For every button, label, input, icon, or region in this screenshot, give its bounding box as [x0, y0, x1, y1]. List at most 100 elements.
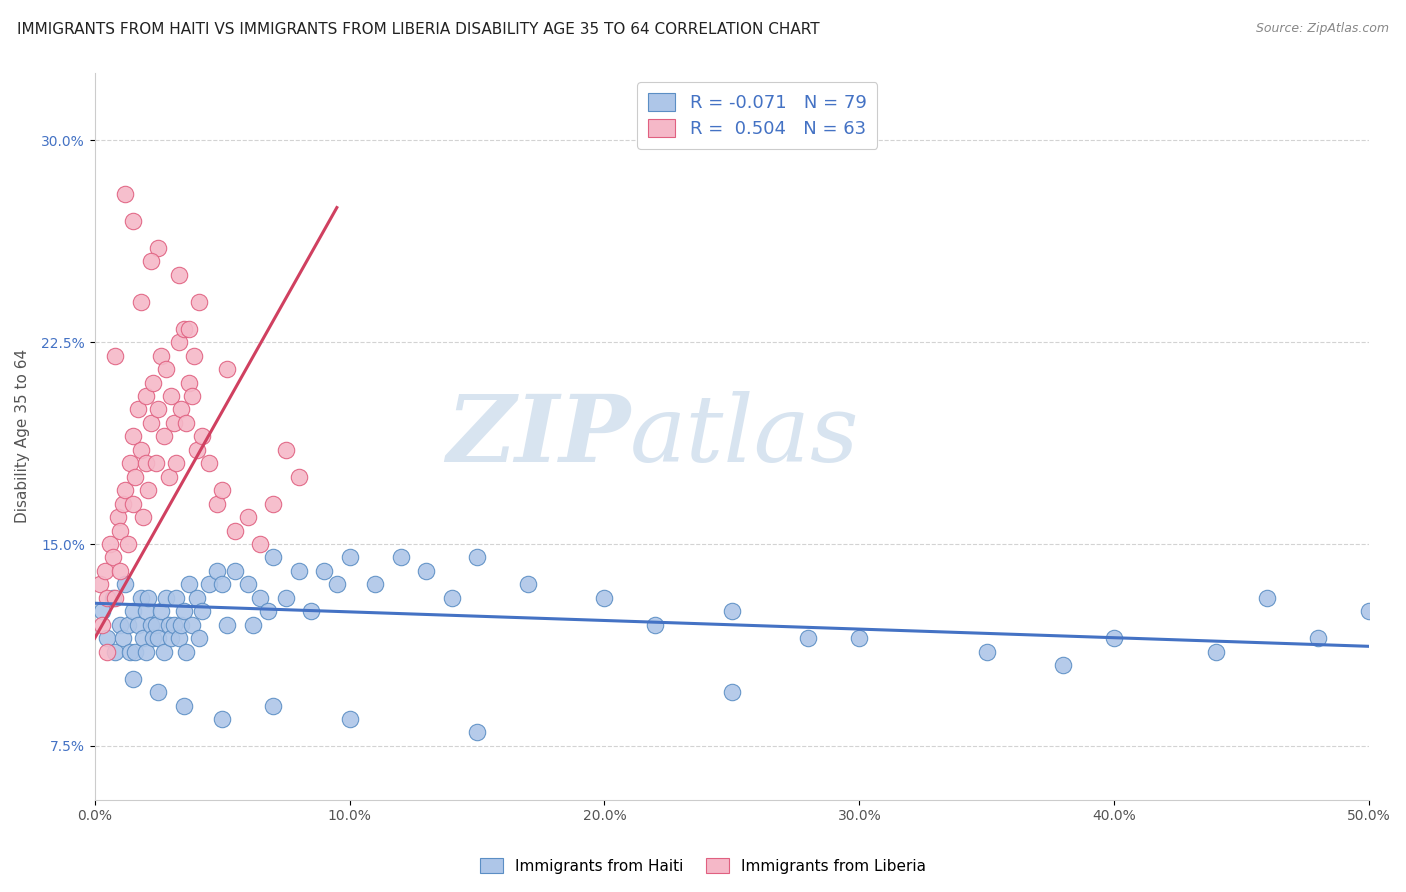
Point [262, 550, 284, 565]
Point [111, 497, 134, 511]
Point [167, 335, 190, 350]
Point [139, 416, 162, 430]
Point [186, 442, 208, 457]
Point [136, 483, 159, 498]
Point [91, 604, 114, 618]
Point [721, 604, 744, 618]
Point [101, 591, 124, 605]
Point [188, 294, 211, 309]
Point [364, 577, 387, 591]
Point [135, 456, 157, 470]
Point [517, 577, 540, 591]
Point [160, 389, 183, 403]
Point [108, 524, 131, 538]
Point [205, 497, 228, 511]
Point [299, 604, 322, 618]
Point [287, 469, 309, 483]
Point [287, 564, 309, 578]
Point [180, 389, 202, 403]
Point [236, 577, 259, 591]
Text: atlas: atlas [630, 392, 859, 482]
Point [465, 725, 488, 739]
Y-axis label: Disability Age 35 to 64: Disability Age 35 to 64 [15, 350, 30, 524]
Point [124, 469, 146, 483]
Point [262, 497, 284, 511]
Point [1205, 645, 1227, 659]
Point [136, 591, 159, 605]
Legend: Immigrants from Haiti, Immigrants from Liberia: Immigrants from Haiti, Immigrants from L… [474, 852, 932, 880]
Point [976, 645, 998, 659]
Point [149, 604, 172, 618]
Point [242, 617, 264, 632]
Point [163, 416, 186, 430]
Point [145, 456, 167, 470]
Point [1308, 632, 1330, 646]
Point [135, 604, 157, 618]
Point [120, 645, 142, 659]
Point [122, 672, 145, 686]
Point [211, 712, 233, 726]
Point [224, 564, 246, 578]
Point [160, 632, 183, 646]
Point [465, 550, 488, 565]
Point [114, 187, 136, 202]
Point [249, 591, 271, 605]
Point [142, 376, 165, 390]
Point [173, 321, 195, 335]
Point [148, 685, 170, 699]
Point [415, 564, 437, 578]
Point [326, 577, 349, 591]
Point [132, 510, 155, 524]
Point [176, 416, 198, 430]
Point [152, 645, 174, 659]
Point [183, 349, 205, 363]
Text: Source: ZipAtlas.com: Source: ZipAtlas.com [1256, 22, 1389, 36]
Point [135, 645, 157, 659]
Point [129, 294, 152, 309]
Point [211, 483, 233, 498]
Legend: R = -0.071   N = 79, R =  0.504   N = 63: R = -0.071 N = 79, R = 0.504 N = 63 [637, 82, 877, 149]
Point [173, 604, 195, 618]
Point [101, 550, 124, 565]
Point [186, 591, 208, 605]
Point [165, 591, 187, 605]
Point [1052, 658, 1074, 673]
Point [1256, 591, 1278, 605]
Point [104, 349, 127, 363]
Point [94, 564, 117, 578]
Point [176, 645, 198, 659]
Point [440, 591, 463, 605]
Point [249, 537, 271, 551]
Point [236, 510, 259, 524]
Point [139, 254, 162, 268]
Point [190, 429, 212, 443]
Point [314, 564, 336, 578]
Point [91, 617, 114, 632]
Point [96, 645, 118, 659]
Point [198, 456, 221, 470]
Point [122, 214, 145, 228]
Point [145, 617, 167, 632]
Point [117, 537, 139, 551]
Point [117, 617, 139, 632]
Point [198, 577, 221, 591]
Point [163, 617, 186, 632]
Point [217, 617, 239, 632]
Point [127, 617, 149, 632]
Point [129, 442, 152, 457]
Point [89, 577, 111, 591]
Point [104, 591, 127, 605]
Point [98, 537, 121, 551]
Point [124, 645, 146, 659]
Point [148, 632, 170, 646]
Point [188, 632, 211, 646]
Text: IMMIGRANTS FROM HAITI VS IMMIGRANTS FROM LIBERIA DISABILITY AGE 35 TO 64 CORRELA: IMMIGRANTS FROM HAITI VS IMMIGRANTS FROM… [17, 22, 820, 37]
Point [339, 550, 361, 565]
Point [148, 402, 170, 417]
Point [157, 469, 180, 483]
Point [848, 632, 870, 646]
Point [155, 591, 177, 605]
Point [211, 577, 233, 591]
Point [797, 632, 820, 646]
Point [96, 591, 118, 605]
